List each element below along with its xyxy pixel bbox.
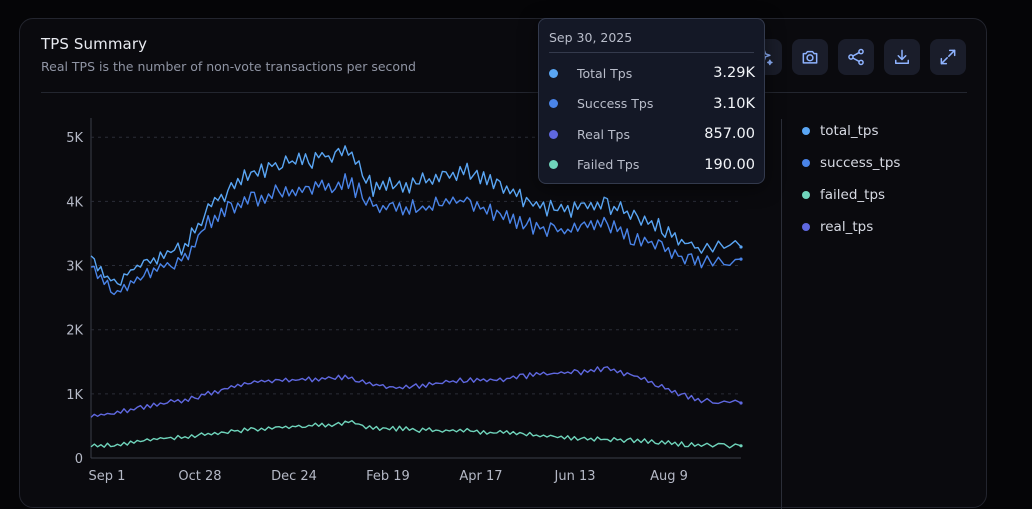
legend-dot (802, 159, 810, 167)
y-tick-label: 3K (66, 260, 83, 275)
x-tick-label: Feb 19 (366, 469, 410, 484)
x-tick-label: Dec 24 (271, 469, 317, 484)
tooltip-date: Sep 30, 2025 (549, 30, 633, 45)
tooltip-row-success-tps: Success Tps 3.10K (549, 94, 755, 114)
legend-item-real-tps[interactable]: real_tps (802, 211, 900, 243)
series-line-real-tps[interactable] (90, 366, 742, 418)
y-tick-label: 4K (66, 195, 83, 210)
share-icon (848, 48, 864, 66)
tooltip-dot (549, 99, 558, 108)
series-point-failed-tps (739, 444, 743, 448)
series-line-total-tps[interactable] (90, 145, 742, 286)
tooltip-dot (549, 160, 558, 169)
chart-toolbar (746, 39, 966, 75)
legend-item-total-tps[interactable]: total_tps (802, 115, 900, 147)
tooltip-row-failed-tps: Failed Tps 190.00 (549, 155, 755, 175)
chart-subtitle: Real TPS is the number of non-vote trans… (41, 59, 416, 74)
x-tick-label: Sep 1 (89, 469, 126, 484)
download-button[interactable] (884, 39, 920, 75)
tooltip-divider (549, 52, 754, 53)
series-line-failed-tps[interactable] (90, 420, 742, 449)
tooltip-row-real-tps: Real Tps 857.00 (549, 124, 755, 144)
legend-separator (781, 119, 782, 509)
series-line-success-tps[interactable] (90, 173, 742, 296)
tps-summary-card: TPS Summary Real TPS is the number of no… (19, 18, 987, 509)
tooltip-dot (549, 129, 558, 139)
legend-label: real_tps (820, 219, 874, 235)
y-tick-label: 1K (66, 388, 83, 403)
tooltip-value: 3.29K (713, 65, 755, 81)
legend-dot (802, 127, 810, 135)
legend-label: total_tps (820, 123, 879, 139)
tooltip-value: 190.00 (704, 156, 755, 173)
tooltip-label: Failed Tps (577, 157, 640, 172)
expand-icon (940, 49, 956, 65)
chart-legend: total_tps success_tps failed_tps real_tps (802, 115, 900, 243)
x-tick-label: Aug 9 (650, 469, 688, 484)
legend-label: success_tps (820, 155, 901, 171)
download-icon (895, 49, 909, 64)
x-tick-label: Oct 28 (178, 469, 221, 484)
series-point-total-tps (739, 245, 743, 249)
tooltip-row-total-tps: Total Tps 3.29K (549, 63, 755, 83)
fullscreen-button[interactable] (930, 39, 966, 75)
x-tick-label: Jun 13 (554, 469, 596, 484)
tooltip-label: Total Tps (577, 65, 633, 81)
y-tick-label: 5K (66, 131, 83, 146)
legend-item-failed-tps[interactable]: failed_tps (802, 179, 900, 211)
tooltip-label: Real Tps (577, 126, 631, 142)
chart-title: TPS Summary (41, 35, 148, 53)
tps-line-chart: 0 1K 2K 3K 4K 5K Sep 1 Oct 28 Dec 24 Feb 19 Apr 17… (66, 118, 743, 484)
y-tick-label: 2K (66, 324, 83, 339)
legend-dot (802, 223, 810, 231)
tooltip-value: 857.00 (704, 126, 755, 142)
y-tick-label: 0 (75, 452, 83, 467)
share-button[interactable] (838, 39, 874, 75)
tooltip-dot (549, 68, 558, 78)
legend-dot (802, 191, 810, 199)
screenshot-button[interactable] (792, 39, 828, 75)
header-divider (41, 92, 967, 93)
chart-tooltip: Sep 30, 2025 Total Tps 3.29K Success Tps 3.… (538, 18, 765, 184)
camera-icon (802, 50, 818, 64)
x-tick-label: Apr 17 (459, 469, 502, 484)
series-point-success-tps (739, 257, 743, 261)
tooltip-value: 3.10K (713, 95, 755, 112)
legend-item-success-tps[interactable]: success_tps (802, 147, 900, 179)
series-point-real-tps (739, 401, 743, 405)
legend-label: failed_tps (820, 187, 886, 203)
tooltip-label: Success Tps (577, 96, 654, 111)
